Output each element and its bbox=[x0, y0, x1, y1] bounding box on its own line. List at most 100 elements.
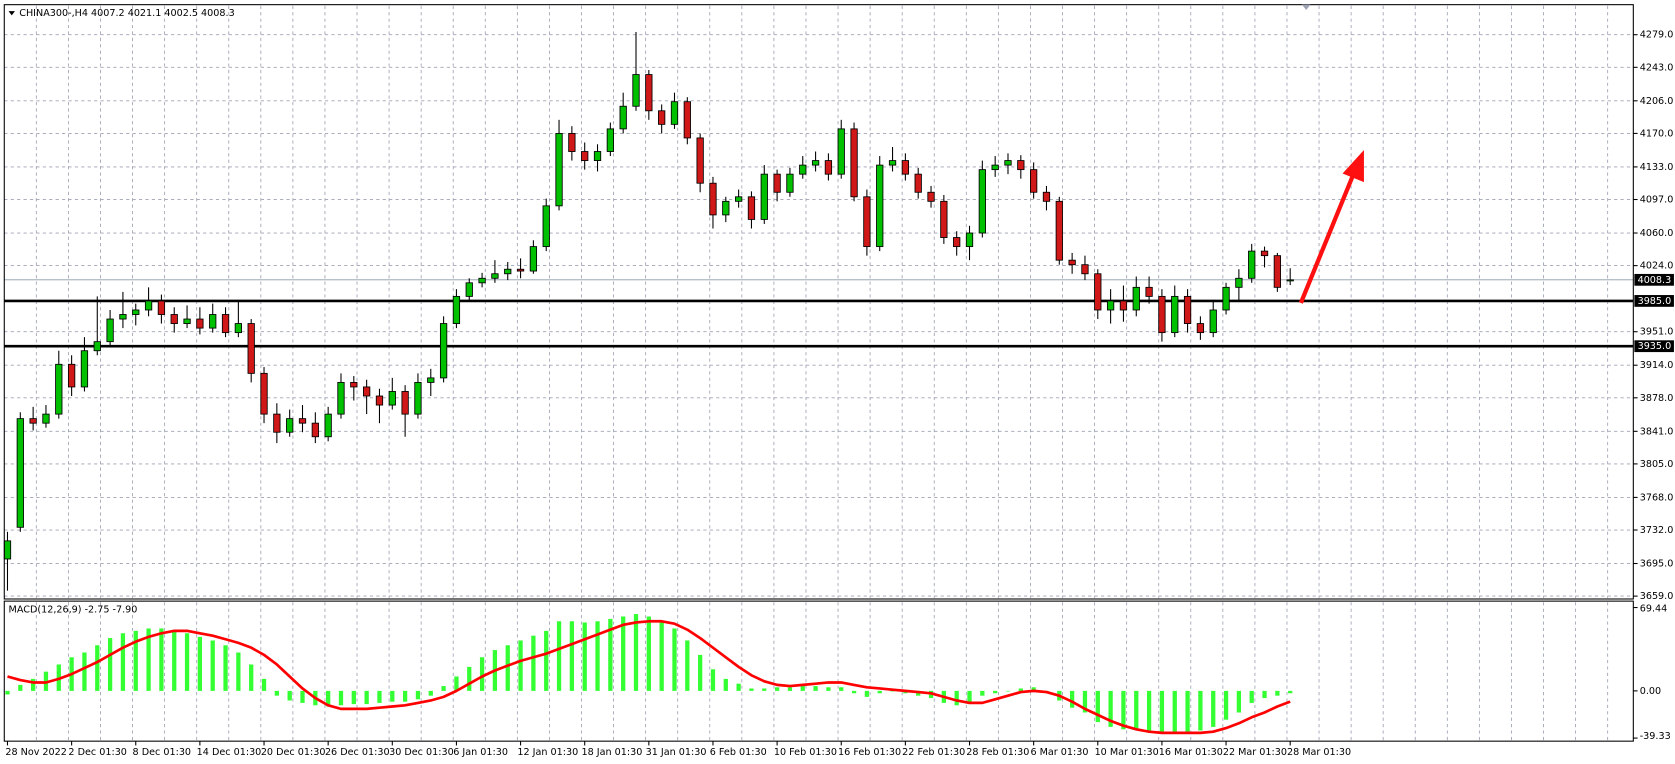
histogram-bar bbox=[877, 690, 882, 694]
candle-body bbox=[927, 191, 935, 202]
histogram-bar bbox=[608, 618, 613, 691]
level-label: 3985.0 bbox=[1638, 296, 1672, 307]
candle-body bbox=[1286, 279, 1294, 282]
candle-body bbox=[1017, 160, 1025, 171]
candle-body bbox=[337, 381, 345, 415]
histogram-bar bbox=[1121, 690, 1126, 730]
candle-body bbox=[234, 323, 243, 334]
histogram-bar bbox=[1082, 690, 1088, 713]
shift-marker bbox=[1301, 4, 1311, 11]
y-tick-label: 4170.0 bbox=[1640, 128, 1674, 139]
candle-body bbox=[568, 132, 576, 152]
arrow-shaft bbox=[1298, 173, 1356, 304]
candle-body bbox=[811, 160, 820, 166]
candle-body bbox=[452, 295, 461, 324]
histogram-bar bbox=[415, 690, 421, 700]
candle-body bbox=[221, 314, 230, 334]
histogram-bar bbox=[954, 690, 959, 706]
candle-body bbox=[1119, 300, 1128, 311]
x-tick-label: 6 Jan 01:30 bbox=[453, 747, 508, 758]
histogram-bar bbox=[1146, 690, 1152, 731]
y-tick-label: -39.33 bbox=[1640, 731, 1671, 742]
histogram-bar bbox=[1095, 690, 1100, 723]
histogram-bar bbox=[1108, 690, 1113, 727]
candle-body bbox=[286, 418, 294, 433]
histogram-bar bbox=[338, 690, 344, 706]
arrow-head bbox=[1342, 150, 1364, 183]
last-price-box bbox=[1634, 273, 1674, 286]
candle-body bbox=[1209, 309, 1217, 334]
candle-body bbox=[722, 200, 730, 216]
candle-body bbox=[1260, 250, 1269, 257]
candle-body bbox=[1030, 169, 1038, 193]
histogram-bar bbox=[659, 621, 664, 691]
x-tick-label: 6 Feb 01:30 bbox=[710, 747, 767, 758]
x-tick-label: 18 Jan 01:30 bbox=[581, 747, 642, 758]
histogram-bar bbox=[813, 686, 818, 691]
candle-body bbox=[940, 200, 948, 238]
histogram-bar bbox=[351, 690, 356, 705]
candle-body bbox=[247, 323, 255, 374]
candle-body bbox=[734, 196, 743, 202]
histogram-bar bbox=[1262, 690, 1267, 699]
x-tick-label: 12 Jan 01:30 bbox=[517, 747, 578, 758]
indicator-title: MACD(12,26,9) -2.75 -7.90 bbox=[9, 605, 138, 616]
candle-body bbox=[670, 101, 679, 125]
histogram-bar bbox=[274, 690, 279, 696]
histogram-bar bbox=[82, 652, 87, 691]
histogram-bar bbox=[826, 687, 831, 691]
y-tick-label: 3878.0 bbox=[1640, 393, 1674, 404]
candle-body bbox=[799, 164, 807, 175]
histogram-bar bbox=[787, 687, 793, 691]
candle-body bbox=[427, 377, 435, 383]
y-tick-label: 3805.0 bbox=[1640, 459, 1674, 470]
candle-body bbox=[632, 74, 640, 107]
marks: 4279.0 4243.0 4206.0 4170.0 4133.0 4097.0 4060… bbox=[3, 30, 1674, 758]
trend-arrow bbox=[1298, 150, 1364, 304]
histogram-bar bbox=[120, 633, 126, 691]
candle-body bbox=[298, 418, 307, 424]
histogram-bar bbox=[223, 645, 228, 691]
y-tick-label: 4097.0 bbox=[1640, 195, 1674, 206]
histogram-bar bbox=[800, 686, 805, 691]
histogram-bar bbox=[236, 652, 241, 691]
candle-body bbox=[93, 341, 101, 352]
candle-body bbox=[888, 160, 897, 166]
candle-body bbox=[863, 196, 871, 248]
x-tick-label: 31 Jan 01:30 bbox=[646, 747, 707, 758]
candle-body bbox=[1183, 295, 1192, 324]
candle-body bbox=[491, 273, 499, 279]
histogram-bar bbox=[441, 686, 446, 691]
candle-body bbox=[132, 309, 140, 315]
candle-body bbox=[401, 391, 409, 415]
histogram-bar bbox=[390, 690, 395, 702]
y-tick-label: 3914.0 bbox=[1640, 360, 1674, 371]
histogram-bar bbox=[1185, 690, 1190, 732]
histogram-bar bbox=[300, 690, 305, 703]
histogram-bar bbox=[685, 640, 690, 691]
histogram-bar bbox=[172, 630, 177, 691]
candle-body bbox=[465, 282, 473, 297]
y-tick-label: 0.00 bbox=[1640, 686, 1661, 697]
candle-body bbox=[953, 237, 961, 248]
x-tick-label: 28 Mar 01:30 bbox=[1287, 747, 1351, 758]
candle-body bbox=[1132, 286, 1140, 311]
y-tick-label: 69.44 bbox=[1640, 604, 1668, 615]
candle-body bbox=[683, 101, 691, 139]
histogram-bar bbox=[890, 690, 895, 692]
histogram-bar bbox=[864, 690, 870, 697]
candle-body bbox=[478, 277, 486, 284]
candle-body bbox=[1171, 295, 1179, 334]
histogram-bar bbox=[582, 622, 587, 691]
collapse-icon[interactable] bbox=[8, 11, 15, 16]
candle-body bbox=[504, 268, 512, 275]
x-tick-label: 22 Mar 01:30 bbox=[1223, 747, 1287, 758]
candle-body bbox=[1055, 200, 1063, 261]
histogram-bar bbox=[326, 690, 331, 707]
histogram-bar bbox=[287, 690, 292, 701]
histogram-bar bbox=[1005, 690, 1011, 692]
candle-body bbox=[16, 418, 24, 528]
candle-body bbox=[260, 372, 268, 415]
signal-line bbox=[7, 619, 1291, 735]
